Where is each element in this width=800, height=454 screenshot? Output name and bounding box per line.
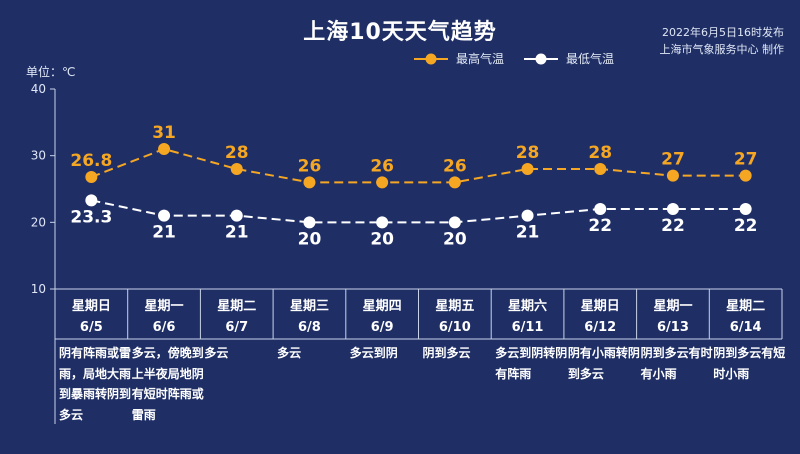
publisher: 上海市气象服务中心 制作 [659,43,785,56]
date-label: 6/14 [730,320,762,335]
low-temp-label: 21 [516,223,540,243]
weekday-label: 星期日 [72,299,111,314]
low-temp-point [376,216,389,229]
weather-description: 多云 [204,346,229,360]
weekday-label: 星期日 [581,299,620,314]
weekday-label: 星期二 [726,299,765,314]
legend-high-label: 最高气温 [456,51,504,66]
high-temp-label: 27 [734,150,758,170]
day-table: 星期日 6/5 星期一 6/6 星期二 6/7 星期三 6/8 星期四 6/9 星期五 6/10 星期六… [55,289,783,340]
high-temp-point [448,176,461,189]
weekday-label: 星期二 [217,299,256,314]
chart-title: 上海10天天气趋势 [303,20,497,45]
low-temp-point [85,194,98,207]
low-temp-label: 20 [298,229,322,249]
low-temp-label: 21 [225,223,249,243]
low-temp-point [521,209,534,222]
high-temp-label: 26 [443,156,467,176]
date-label: 6/10 [439,320,471,335]
high-temp-label: 31 [152,123,176,143]
date-label: 6/12 [584,320,616,335]
low-temp-line [91,199,746,224]
date-label: 6/13 [657,320,689,335]
legend-high-marker [425,53,437,65]
high-temp-point [158,143,171,155]
high-temp-label: 26 [298,156,322,176]
weather-description: 多云到阴转阴有阵雨 [495,346,568,381]
legend: 最高气温 最低气温 [414,51,614,66]
low-temp-label: 22 [588,216,612,236]
low-temp-label: 20 [443,229,467,249]
weather-description: 多云，傍晚到上半夜局地阴有短时阵雨或雷雨 [131,346,204,422]
publish-time: 2022年6月5日16时发布 [662,26,784,39]
date-label: 6/9 [371,320,394,335]
low-temp-point [230,209,243,222]
weekday-label: 星期四 [363,299,402,314]
date-label: 6/11 [512,320,544,335]
high-temp-point [85,171,98,183]
high-temp-point [739,169,752,182]
low-temp-label: 21 [152,223,176,243]
high-temp-point [230,163,243,175]
low-temp-point [594,203,607,215]
weekday-label: 星期六 [508,298,547,314]
weather-description: 阴有小雨转阴到多云 [567,346,640,381]
high-temp-label: 28 [588,143,612,163]
weekday-label: 星期五 [435,299,474,314]
weather-description: 阴到多云有短时小雨 [713,346,786,381]
weekday-label: 星期一 [653,299,692,314]
date-label: 6/7 [225,320,248,335]
high-temp-label: 27 [661,150,685,170]
low-temp-point [448,216,461,229]
low-temp-point [158,209,171,222]
low-temp-label: 22 [661,216,685,236]
high-temp-label: 26 [370,156,394,176]
date-label: 6/5 [80,320,103,335]
y-tick-label: 30 [31,149,46,163]
low-temp-point [303,216,316,229]
y-tick-label: 20 [31,215,46,229]
publish-info: 2022年6月5日16时发布 上海市气象服务中心 制作 [660,24,785,58]
high-temp-point [303,176,316,189]
weather-description: 阴到多云 [422,346,471,360]
y-tick-label: 10 [31,282,46,296]
series-layer: 26.8 31 28 26 26 26 28 28 27 27 23.3 21 21 20 20 20 21 22… [70,123,757,249]
weather-description: 阴到多云有时有小雨 [640,346,713,381]
low-temp-label: 20 [370,229,394,249]
high-temp-point [666,169,679,182]
weekday-label: 星期一 [145,299,184,314]
high-temp-point [376,176,389,189]
y-axis-unit-label: 单位：℃ [26,65,76,79]
date-label: 6/8 [298,320,321,335]
weather-description: 阴有阵雨或雷雨，局地大雨到暴雨转阴到多云 [59,346,132,422]
high-temp-point [521,163,534,175]
high-temp-line [90,147,746,184]
weather-description: 多云到阴 [349,346,398,360]
low-temp-label: 23.3 [70,207,112,227]
weather-description: 多云 [277,346,302,360]
high-temp-label: 28 [225,143,249,163]
low-temp-point [739,203,752,215]
low-temp-point [666,203,679,215]
high-temp-point [594,163,607,175]
y-tick-label: 40 [31,82,46,96]
legend-low-marker [535,53,547,65]
high-temp-label: 28 [516,143,540,163]
high-temp-label: 26.8 [70,151,112,171]
legend-low-label: 最低气温 [566,51,614,66]
date-label: 6/6 [153,320,176,335]
weekday-label: 星期三 [290,299,329,314]
low-temp-label: 22 [734,216,758,236]
